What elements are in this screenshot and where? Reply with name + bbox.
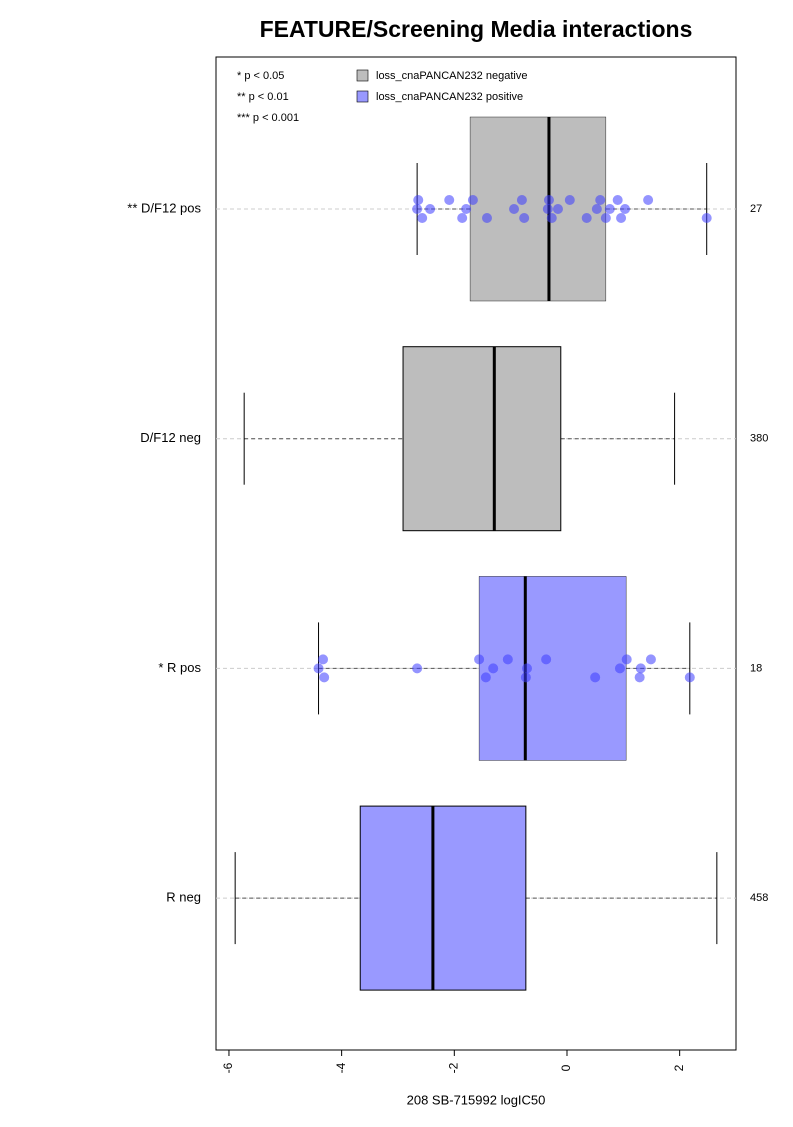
data-point <box>480 672 491 683</box>
data-point <box>542 204 553 214</box>
data-point <box>552 204 563 214</box>
data-point <box>520 672 531 683</box>
x-tick-label: 2 <box>672 1064 686 1071</box>
data-point <box>590 672 601 683</box>
box <box>402 346 562 532</box>
data-point <box>600 213 611 223</box>
data-point <box>425 204 436 214</box>
x-tick-label: -2 <box>446 1062 460 1073</box>
data-point <box>313 663 324 674</box>
data-point <box>509 204 520 214</box>
data-point <box>595 195 606 205</box>
data-point <box>612 195 623 205</box>
data-point <box>620 204 631 214</box>
data-point <box>614 663 625 674</box>
box <box>478 576 627 761</box>
data-point <box>412 663 423 674</box>
category-label: * R pos <box>158 660 201 675</box>
data-point <box>413 195 424 205</box>
data-point <box>635 663 646 674</box>
data-point <box>457 213 468 223</box>
count-label: 380 <box>750 433 768 445</box>
data-point <box>521 663 532 674</box>
x-axis-label: 208 SB-715992 logIC50 <box>407 1092 546 1107</box>
p-value-note: *** p < 0.001 <box>237 112 299 124</box>
legend-swatch <box>356 90 369 103</box>
data-point <box>643 195 654 205</box>
x-tick-label: -6 <box>221 1062 235 1073</box>
category-label: R neg <box>166 890 201 905</box>
data-point <box>516 195 527 205</box>
legend-label: loss_cnaPANCAN232 positive <box>376 91 523 103</box>
data-point <box>502 654 513 665</box>
legend-swatch <box>356 69 369 82</box>
data-point <box>444 195 455 205</box>
x-tick-label: -4 <box>334 1062 348 1073</box>
data-point <box>546 213 557 223</box>
data-point <box>591 204 602 214</box>
data-point <box>634 672 645 683</box>
data-point <box>621 654 632 665</box>
data-point <box>481 213 492 223</box>
data-point <box>645 654 656 665</box>
data-point <box>543 195 554 205</box>
data-point <box>616 213 627 223</box>
data-point <box>541 654 552 665</box>
data-point <box>519 213 530 223</box>
p-value-note: ** p < 0.01 <box>237 91 289 103</box>
data-point <box>564 195 575 205</box>
p-value-note: * p < 0.05 <box>237 70 284 82</box>
data-point <box>417 213 428 223</box>
chart-title: FEATURE/Screening Media interactions <box>260 16 693 42</box>
data-point <box>319 672 330 683</box>
data-point <box>684 672 695 683</box>
data-point <box>467 195 478 205</box>
box <box>359 805 527 991</box>
count-label: 458 <box>750 892 768 904</box>
data-point <box>461 204 472 214</box>
data-point <box>581 213 592 223</box>
data-point <box>701 213 712 223</box>
box <box>469 116 607 302</box>
legend-label: loss_cnaPANCAN232 negative <box>376 70 527 82</box>
data-point <box>488 663 499 674</box>
data-point <box>604 204 615 214</box>
category-label: ** D/F12 pos <box>127 200 201 215</box>
x-tick-label: 0 <box>559 1064 573 1071</box>
count-label: 18 <box>750 662 762 674</box>
data-point <box>412 204 423 214</box>
data-point <box>474 654 485 665</box>
data-point <box>318 654 329 665</box>
category-label: D/F12 neg <box>140 430 201 445</box>
count-label: 27 <box>750 203 762 215</box>
